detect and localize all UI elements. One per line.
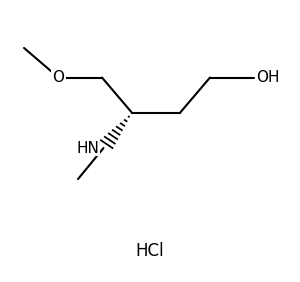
Text: HN: HN — [76, 140, 99, 156]
Text: O: O — [52, 70, 64, 85]
Text: HCl: HCl — [136, 242, 164, 260]
Text: OH: OH — [256, 70, 280, 85]
